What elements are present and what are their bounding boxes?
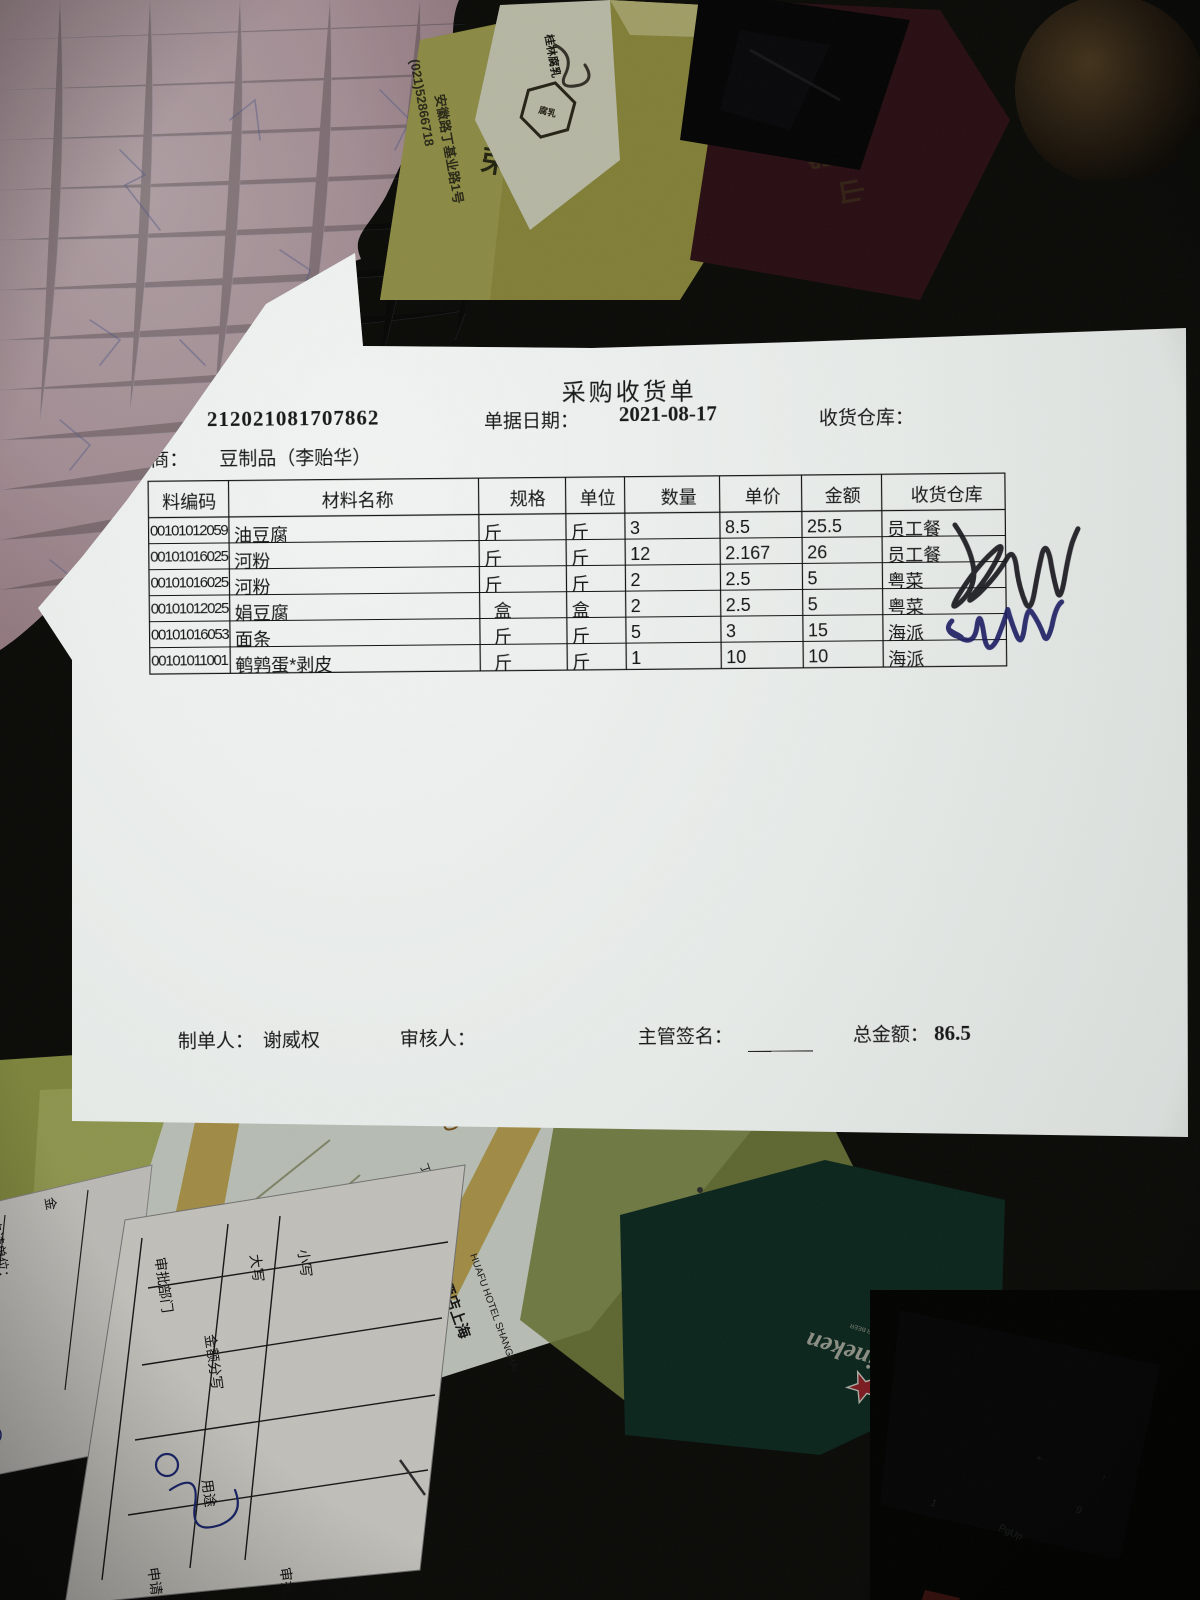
svg-text:金: 金 bbox=[42, 1196, 59, 1211]
